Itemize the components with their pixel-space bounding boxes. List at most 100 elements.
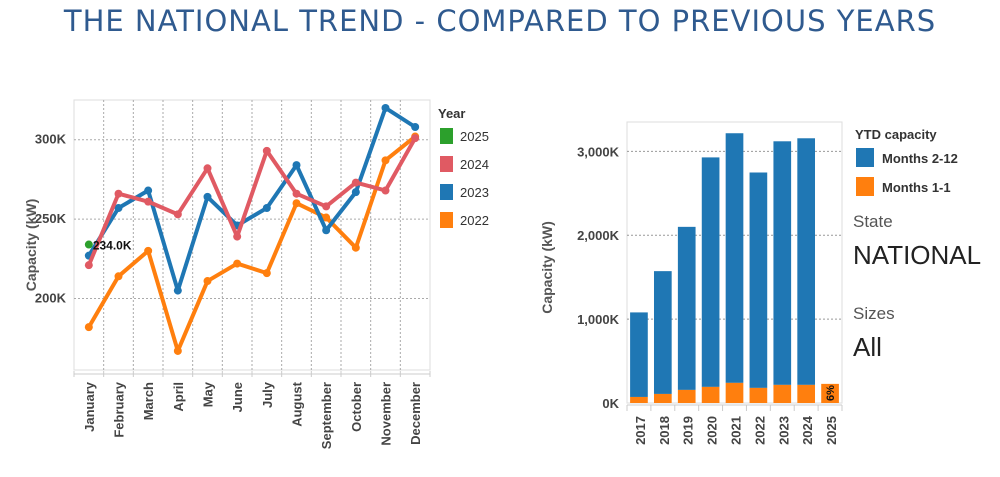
legend-swatch-2025 xyxy=(440,128,453,144)
data-point-2022 xyxy=(173,346,182,355)
state-filter-value[interactable]: NATIONAL xyxy=(853,240,982,270)
x-tick-label: 2017 xyxy=(633,416,648,445)
y-tick-label: 300K xyxy=(35,132,67,147)
series-line-2023 xyxy=(87,105,417,293)
state-filter-label: State xyxy=(853,212,893,231)
data-point-2024 xyxy=(411,134,420,143)
legend-title: Year xyxy=(438,106,465,121)
y-tick-label: 200K xyxy=(35,291,67,306)
x-tick-label: October xyxy=(349,382,364,432)
bar-months-2-12 xyxy=(701,157,720,387)
legend-label-2024: 2024 xyxy=(460,157,489,172)
data-point-2024 xyxy=(381,186,390,195)
data-point-2023 xyxy=(144,186,153,195)
legend-swatch-2023 xyxy=(440,184,453,200)
bar-annotation: 6% xyxy=(825,385,837,401)
bar-months-2-12 xyxy=(653,271,672,394)
data-point-2024 xyxy=(233,232,242,241)
data-label-2025: 234.0K xyxy=(93,239,132,253)
bar-months-2-12 xyxy=(725,133,744,383)
y-tick-label: 0K xyxy=(602,396,619,411)
legend-label: Months 1-1 xyxy=(882,180,951,195)
data-point-2022 xyxy=(351,243,360,252)
data-point-2022 xyxy=(114,272,123,281)
x-tick-label: June xyxy=(230,382,245,412)
legend-label-2025: 2025 xyxy=(460,129,489,144)
bar-months-2-12 xyxy=(773,141,792,385)
x-tick-label: July xyxy=(260,381,275,408)
data-point-2023 xyxy=(381,103,390,112)
x-tick-label: November xyxy=(379,382,394,446)
x-tick-label: December xyxy=(408,382,423,445)
x-tick-label: 2022 xyxy=(752,416,767,445)
sizes-filter-value[interactable]: All xyxy=(853,332,882,362)
data-point-2022 xyxy=(292,199,301,208)
series-line-2022 xyxy=(87,134,417,353)
data-point-2024 xyxy=(351,178,360,187)
y-tick-label: 2,000K xyxy=(577,228,620,243)
data-point-2024 xyxy=(144,197,153,206)
data-point-2022 xyxy=(203,277,212,286)
data-point-2022 xyxy=(322,213,331,222)
x-tick-label: 2019 xyxy=(681,416,696,445)
data-point-2022 xyxy=(381,156,390,165)
legend-label-2022: 2022 xyxy=(460,213,489,228)
x-tick-label: March xyxy=(141,382,156,420)
data-point-2022 xyxy=(233,259,242,268)
x-tick-label: 2021 xyxy=(729,416,744,445)
legend-title: YTD capacity xyxy=(855,127,937,142)
x-tick-label: February xyxy=(112,381,127,437)
x-tick-label: May xyxy=(201,381,216,407)
data-point-2022 xyxy=(144,246,153,255)
legend-swatch xyxy=(856,148,874,167)
bar-months-2-12 xyxy=(749,172,768,388)
sizes-filter[interactable]: Sizes All xyxy=(853,304,895,363)
bar-months-2-12 xyxy=(797,138,816,385)
bar-months-1-1 xyxy=(749,387,768,403)
data-point-2022 xyxy=(84,323,93,332)
data-point-2023 xyxy=(262,204,271,212)
bar-months-1-1 xyxy=(701,386,720,403)
x-tick-label: 2020 xyxy=(705,416,720,445)
data-point-2023 xyxy=(203,192,212,201)
page-title: THE NATIONAL TREND - COMPARED TO PREVIOU… xyxy=(63,4,937,38)
bar-months-1-1 xyxy=(630,396,648,403)
bar-months-1-1 xyxy=(677,389,696,403)
data-point-2023 xyxy=(351,188,360,197)
legend-swatch-2024 xyxy=(440,156,453,172)
x-tick-label: August xyxy=(290,381,305,426)
bar-months-1-1 xyxy=(725,382,744,403)
data-point-2024 xyxy=(84,261,93,270)
data-point-2023 xyxy=(173,286,182,295)
x-tick-label: 2018 xyxy=(657,416,672,445)
bar-months-1-1 xyxy=(773,384,792,403)
x-tick-label: 2025 xyxy=(824,416,839,445)
data-point-2022 xyxy=(262,269,271,278)
series-line-2024 xyxy=(86,137,417,266)
bar-months-1-1 xyxy=(821,383,839,403)
data-point-2024 xyxy=(114,189,123,198)
bar-months-1-1 xyxy=(797,384,816,403)
sizes-filter-label: Sizes xyxy=(853,304,895,323)
data-point-2023 xyxy=(411,123,420,131)
bar-months-2-12 xyxy=(677,226,696,390)
legend-swatch xyxy=(856,177,874,196)
data-point-2024 xyxy=(292,189,301,198)
data-point-2024 xyxy=(173,210,182,219)
legend-swatch-2022 xyxy=(440,212,453,228)
data-point-2024 xyxy=(262,146,271,155)
legend-label: Months 2-12 xyxy=(882,151,958,166)
x-tick-label: January xyxy=(82,381,97,432)
x-tick-label: 2023 xyxy=(776,416,791,445)
state-filter[interactable]: State NATIONAL xyxy=(853,212,981,271)
bar-months-2-12 xyxy=(630,312,648,397)
y-tick-label: 250K xyxy=(35,211,67,226)
y-tick-label: 3,000K xyxy=(577,144,620,159)
data-point-2023 xyxy=(292,161,301,170)
x-tick-label: April xyxy=(171,382,186,412)
legend-label-2023: 2023 xyxy=(460,185,489,200)
data-point-2023 xyxy=(322,226,331,235)
data-point-2024 xyxy=(203,164,212,173)
data-point-2025 xyxy=(84,240,93,249)
